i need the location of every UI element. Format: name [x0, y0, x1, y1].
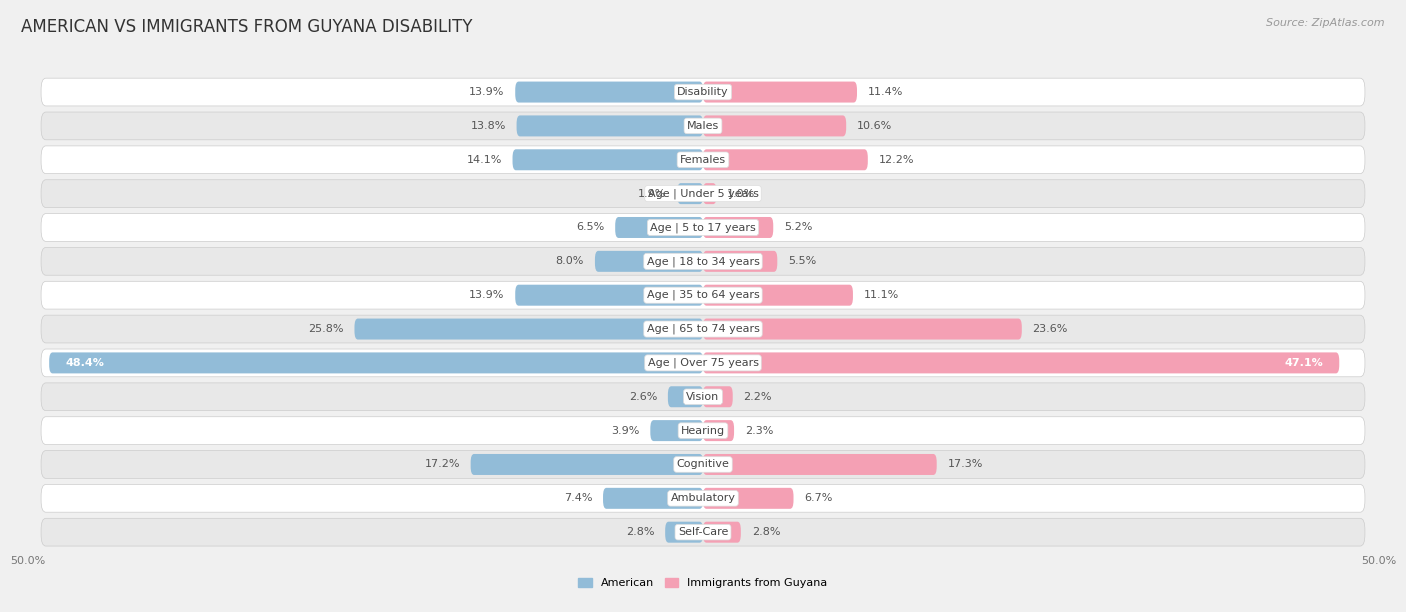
Text: 2.6%: 2.6% [628, 392, 657, 401]
FancyBboxPatch shape [703, 251, 778, 272]
FancyBboxPatch shape [665, 521, 703, 543]
Text: 2.8%: 2.8% [626, 527, 654, 537]
Text: 13.8%: 13.8% [471, 121, 506, 131]
Text: 12.2%: 12.2% [879, 155, 914, 165]
Text: 1.0%: 1.0% [727, 188, 755, 199]
Legend: American, Immigrants from Guyana: American, Immigrants from Guyana [578, 578, 828, 588]
Text: Age | 35 to 64 years: Age | 35 to 64 years [647, 290, 759, 300]
Text: Age | Over 75 years: Age | Over 75 years [648, 357, 758, 368]
FancyBboxPatch shape [41, 518, 1365, 546]
FancyBboxPatch shape [703, 420, 734, 441]
FancyBboxPatch shape [41, 78, 1365, 106]
FancyBboxPatch shape [703, 488, 793, 509]
Text: Vision: Vision [686, 392, 720, 401]
Text: Hearing: Hearing [681, 425, 725, 436]
FancyBboxPatch shape [516, 116, 703, 136]
Text: Age | 5 to 17 years: Age | 5 to 17 years [650, 222, 756, 233]
Text: 1.9%: 1.9% [638, 188, 666, 199]
Text: 13.9%: 13.9% [470, 87, 505, 97]
Text: Age | 18 to 34 years: Age | 18 to 34 years [647, 256, 759, 267]
FancyBboxPatch shape [668, 386, 703, 407]
Text: 3.9%: 3.9% [612, 425, 640, 436]
Text: 11.1%: 11.1% [863, 290, 898, 300]
FancyBboxPatch shape [703, 521, 741, 543]
Text: 48.4%: 48.4% [66, 358, 104, 368]
FancyBboxPatch shape [703, 217, 773, 238]
FancyBboxPatch shape [703, 353, 1340, 373]
FancyBboxPatch shape [678, 183, 703, 204]
Text: 17.3%: 17.3% [948, 460, 983, 469]
FancyBboxPatch shape [515, 81, 703, 103]
Text: 11.4%: 11.4% [868, 87, 903, 97]
Text: 13.9%: 13.9% [470, 290, 505, 300]
Text: 6.5%: 6.5% [576, 223, 605, 233]
Text: 10.6%: 10.6% [858, 121, 893, 131]
Text: Disability: Disability [678, 87, 728, 97]
FancyBboxPatch shape [41, 282, 1365, 309]
FancyBboxPatch shape [41, 349, 1365, 377]
FancyBboxPatch shape [41, 315, 1365, 343]
FancyBboxPatch shape [703, 319, 1022, 340]
FancyBboxPatch shape [703, 81, 858, 103]
FancyBboxPatch shape [41, 383, 1365, 411]
FancyBboxPatch shape [49, 353, 703, 373]
Text: Self-Care: Self-Care [678, 527, 728, 537]
Text: 23.6%: 23.6% [1032, 324, 1069, 334]
Text: Ambulatory: Ambulatory [671, 493, 735, 503]
FancyBboxPatch shape [41, 146, 1365, 174]
FancyBboxPatch shape [41, 485, 1365, 512]
FancyBboxPatch shape [651, 420, 703, 441]
FancyBboxPatch shape [471, 454, 703, 475]
FancyBboxPatch shape [703, 183, 717, 204]
Text: 47.1%: 47.1% [1284, 358, 1323, 368]
FancyBboxPatch shape [41, 247, 1365, 275]
FancyBboxPatch shape [703, 285, 853, 305]
Text: Age | 65 to 74 years: Age | 65 to 74 years [647, 324, 759, 334]
FancyBboxPatch shape [354, 319, 703, 340]
Text: Source: ZipAtlas.com: Source: ZipAtlas.com [1267, 18, 1385, 28]
Text: 17.2%: 17.2% [425, 460, 460, 469]
Text: Males: Males [688, 121, 718, 131]
FancyBboxPatch shape [515, 285, 703, 305]
FancyBboxPatch shape [513, 149, 703, 170]
Text: 14.1%: 14.1% [467, 155, 502, 165]
Text: 7.4%: 7.4% [564, 493, 592, 503]
FancyBboxPatch shape [41, 450, 1365, 479]
FancyBboxPatch shape [41, 214, 1365, 241]
Text: 2.8%: 2.8% [752, 527, 780, 537]
Text: Females: Females [681, 155, 725, 165]
Text: 5.2%: 5.2% [785, 223, 813, 233]
FancyBboxPatch shape [703, 386, 733, 407]
Text: 25.8%: 25.8% [308, 324, 343, 334]
Text: 6.7%: 6.7% [804, 493, 832, 503]
Text: 2.3%: 2.3% [745, 425, 773, 436]
Text: Cognitive: Cognitive [676, 460, 730, 469]
FancyBboxPatch shape [41, 417, 1365, 444]
FancyBboxPatch shape [603, 488, 703, 509]
FancyBboxPatch shape [595, 251, 703, 272]
FancyBboxPatch shape [41, 112, 1365, 140]
FancyBboxPatch shape [616, 217, 703, 238]
FancyBboxPatch shape [703, 454, 936, 475]
Text: 8.0%: 8.0% [555, 256, 583, 266]
Text: AMERICAN VS IMMIGRANTS FROM GUYANA DISABILITY: AMERICAN VS IMMIGRANTS FROM GUYANA DISAB… [21, 18, 472, 36]
Text: Age | Under 5 years: Age | Under 5 years [648, 188, 758, 199]
FancyBboxPatch shape [41, 180, 1365, 207]
FancyBboxPatch shape [703, 149, 868, 170]
Text: 2.2%: 2.2% [744, 392, 772, 401]
FancyBboxPatch shape [703, 116, 846, 136]
Text: 5.5%: 5.5% [789, 256, 817, 266]
